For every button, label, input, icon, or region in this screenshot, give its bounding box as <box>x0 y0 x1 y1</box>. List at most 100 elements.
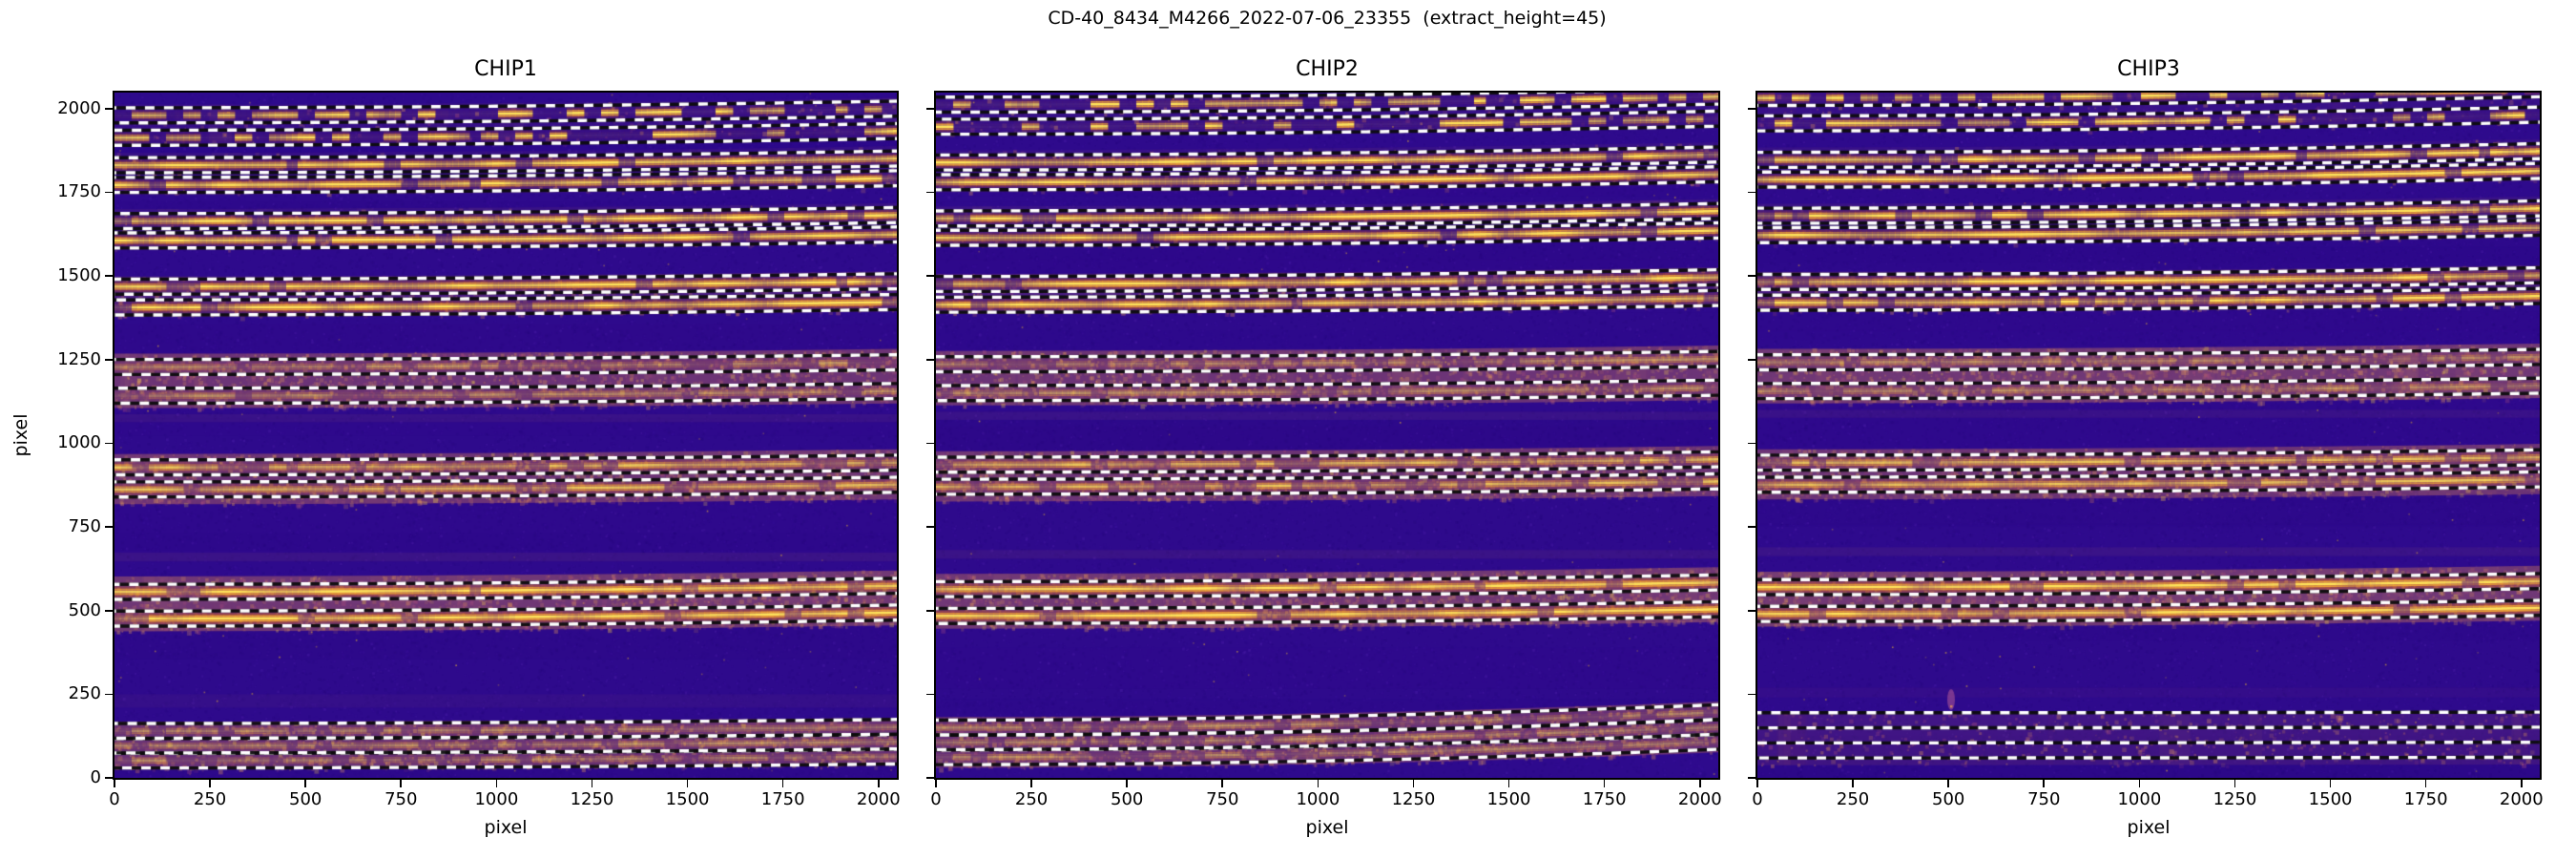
y-tick-label: 750 <box>68 516 101 537</box>
x-tick-label: 1500 <box>2308 789 2353 809</box>
x-tick-label: 250 <box>193 789 227 809</box>
y-tick-mark <box>1748 526 1755 528</box>
y-tick-mark <box>105 442 113 445</box>
x-tick-mark <box>2043 780 2046 787</box>
y-tick-label: 500 <box>68 599 101 620</box>
panel-title-chip2: CHIP2 <box>1296 57 1359 81</box>
panel-title-chip1: CHIP1 <box>474 57 537 81</box>
y-tick-mark <box>926 693 934 696</box>
x-tick-label: 250 <box>1014 789 1049 809</box>
y-tick-label: 1250 <box>57 348 101 369</box>
y-tick-mark <box>105 609 113 612</box>
x-tick-mark <box>1852 780 1854 787</box>
x-tick-mark <box>2329 780 2332 787</box>
y-tick-label: 1750 <box>57 181 101 202</box>
chip2-spectral-image <box>936 93 1718 778</box>
x-tick-mark <box>1698 780 1701 787</box>
y-tick-mark <box>1748 609 1755 612</box>
x-tick-mark <box>400 780 403 787</box>
x-tick-mark <box>495 780 498 787</box>
y-tick-mark <box>926 609 934 612</box>
x-tick-mark <box>877 780 880 787</box>
x-tick-label: 500 <box>1932 789 1965 809</box>
x-tick-mark <box>686 780 689 787</box>
x-tick-label: 750 <box>384 789 418 809</box>
x-tick-mark <box>1030 780 1032 787</box>
x-tick-label: 500 <box>289 789 322 809</box>
chip1-spectral-image <box>114 93 897 778</box>
x-tick-label: 1750 <box>1582 789 1627 809</box>
x-tick-mark <box>1603 780 1606 787</box>
x-axis-label-chip1: pixel <box>484 817 528 838</box>
x-tick-mark <box>1317 780 1319 787</box>
x-tick-label: 750 <box>2027 789 2061 809</box>
y-tick-mark <box>926 191 934 194</box>
x-tick-mark <box>114 780 115 787</box>
y-tick-label: 1000 <box>57 432 101 453</box>
panel-title-chip3: CHIP3 <box>2117 57 2180 81</box>
panel-chip3 <box>1755 91 2542 780</box>
x-tick-mark <box>2138 780 2141 787</box>
y-tick-mark <box>105 777 113 779</box>
x-tick-label: 1500 <box>1486 789 1531 809</box>
x-tick-label: 750 <box>1206 789 1239 809</box>
x-tick-label: 1000 <box>2117 789 2162 809</box>
y-tick-mark <box>1748 693 1755 696</box>
figure-title: CD-40_8434_M4266_2022-07-06_23355 (extra… <box>1048 8 1607 29</box>
y-tick-mark <box>1748 275 1755 277</box>
x-tick-mark <box>781 780 784 787</box>
x-tick-label: 1750 <box>2403 789 2448 809</box>
x-tick-label: 1750 <box>760 789 805 809</box>
x-tick-mark <box>1126 780 1128 787</box>
x-tick-mark <box>1221 780 1224 787</box>
y-tick-mark <box>1748 108 1755 110</box>
x-tick-mark <box>591 780 593 787</box>
y-tick-mark <box>105 693 113 696</box>
x-tick-label: 500 <box>1111 789 1144 809</box>
x-tick-mark <box>2520 780 2523 787</box>
x-tick-mark <box>1507 780 1510 787</box>
x-tick-mark <box>1756 780 1758 787</box>
panel-chip2 <box>934 91 1720 780</box>
x-tick-label: 0 <box>930 789 942 809</box>
y-tick-mark <box>926 526 934 528</box>
x-tick-label: 2000 <box>856 789 901 809</box>
x-tick-label: 2000 <box>2499 789 2544 809</box>
y-tick-label: 2000 <box>57 97 101 118</box>
x-tick-mark <box>2233 780 2236 787</box>
y-tick-mark <box>926 442 934 445</box>
y-tick-mark <box>926 108 934 110</box>
y-tick-mark <box>105 191 113 194</box>
x-axis-label-chip3: pixel <box>2127 817 2171 838</box>
x-tick-label: 2000 <box>1677 789 1722 809</box>
x-tick-label: 1250 <box>570 789 614 809</box>
y-tick-label: 250 <box>68 683 101 704</box>
x-tick-mark <box>1412 780 1415 787</box>
y-tick-label: 1500 <box>57 265 101 286</box>
y-tick-mark <box>105 526 113 528</box>
y-tick-mark <box>1748 358 1755 361</box>
chip3-spectral-image <box>1757 93 2540 778</box>
y-tick-mark <box>926 358 934 361</box>
y-tick-label: 0 <box>90 767 101 787</box>
x-tick-label: 250 <box>1836 789 1870 809</box>
y-tick-mark <box>926 777 934 779</box>
x-tick-label: 1000 <box>1296 789 1340 809</box>
x-tick-mark <box>209 780 211 787</box>
x-axis-label-chip2: pixel <box>1305 817 1349 838</box>
x-tick-label: 0 <box>1752 789 1763 809</box>
x-tick-mark <box>935 780 937 787</box>
y-tick-mark <box>105 358 113 361</box>
panel-chip1 <box>113 91 899 780</box>
y-tick-mark <box>1748 442 1755 445</box>
x-tick-label: 1500 <box>665 789 710 809</box>
x-tick-mark <box>1947 780 1949 787</box>
y-tick-mark <box>1748 191 1755 194</box>
x-tick-mark <box>304 780 306 787</box>
y-tick-mark <box>105 108 113 110</box>
x-tick-label: 1250 <box>1391 789 1436 809</box>
x-tick-label: 1250 <box>2212 789 2257 809</box>
y-tick-mark <box>926 275 934 277</box>
x-tick-mark <box>2424 780 2427 787</box>
